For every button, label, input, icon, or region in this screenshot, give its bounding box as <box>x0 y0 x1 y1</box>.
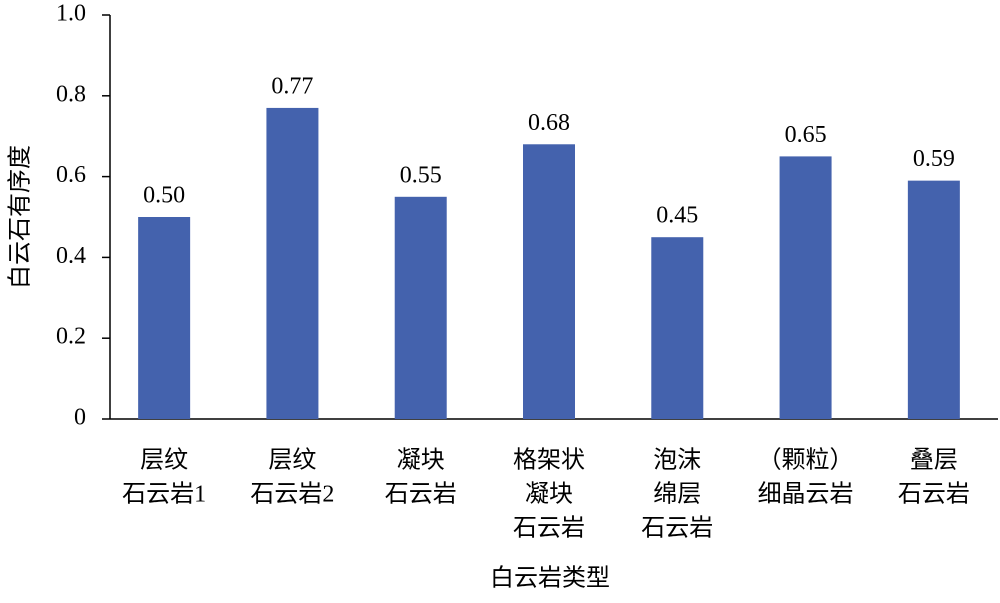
x-tick-label: 层纹 <box>140 447 188 474</box>
x-tick-label: 石云岩 <box>513 515 585 542</box>
y-tick-label: 0.4 <box>56 243 86 269</box>
value-label: 0.45 <box>656 203 698 229</box>
bar <box>779 156 832 419</box>
value-label: 0.59 <box>913 146 955 172</box>
value-label: 0.68 <box>528 110 570 136</box>
value-label: 0.55 <box>400 162 442 188</box>
x-tick-label: 石云岩 <box>385 481 457 508</box>
x-tick-label: 石云岩1 <box>122 481 206 508</box>
x-tick-label: （颗粒） <box>758 447 854 474</box>
y-axis-title: 白云石有序度 <box>7 145 34 289</box>
x-tick-label: 石云岩2 <box>250 481 334 508</box>
bar <box>394 196 447 419</box>
value-label: 0.50 <box>143 183 185 209</box>
bar <box>907 180 960 419</box>
x-tick-label: 细晶云岩 <box>758 481 854 508</box>
y-tick-label: 0.2 <box>56 324 86 350</box>
x-tick-label: 凝块 <box>525 481 573 508</box>
x-tick-label: 绵层 <box>653 481 701 508</box>
x-tick-label: 石云岩 <box>898 481 970 508</box>
x-tick-label: 格架状 <box>513 447 585 474</box>
x-tick-label: 凝块 <box>397 447 445 474</box>
x-tick-label: 层纹 <box>268 447 316 474</box>
bar <box>138 217 191 419</box>
y-tick-label: 0 <box>74 405 86 431</box>
value-label: 0.77 <box>271 73 313 99</box>
bar <box>523 144 575 419</box>
bar <box>651 237 704 419</box>
x-tick-label: 叠层 <box>910 447 958 474</box>
y-tick-label: 1.0 <box>56 1 86 27</box>
value-label: 0.65 <box>785 122 827 148</box>
x-tick-label: 石云岩 <box>641 515 713 542</box>
y-tick-label: 0.6 <box>56 162 86 188</box>
x-tick-label: 泡沫 <box>653 447 701 474</box>
x-axis-title: 白云岩类型 <box>490 565 610 592</box>
bar <box>266 107 319 420</box>
y-tick-label: 0.8 <box>56 81 86 107</box>
